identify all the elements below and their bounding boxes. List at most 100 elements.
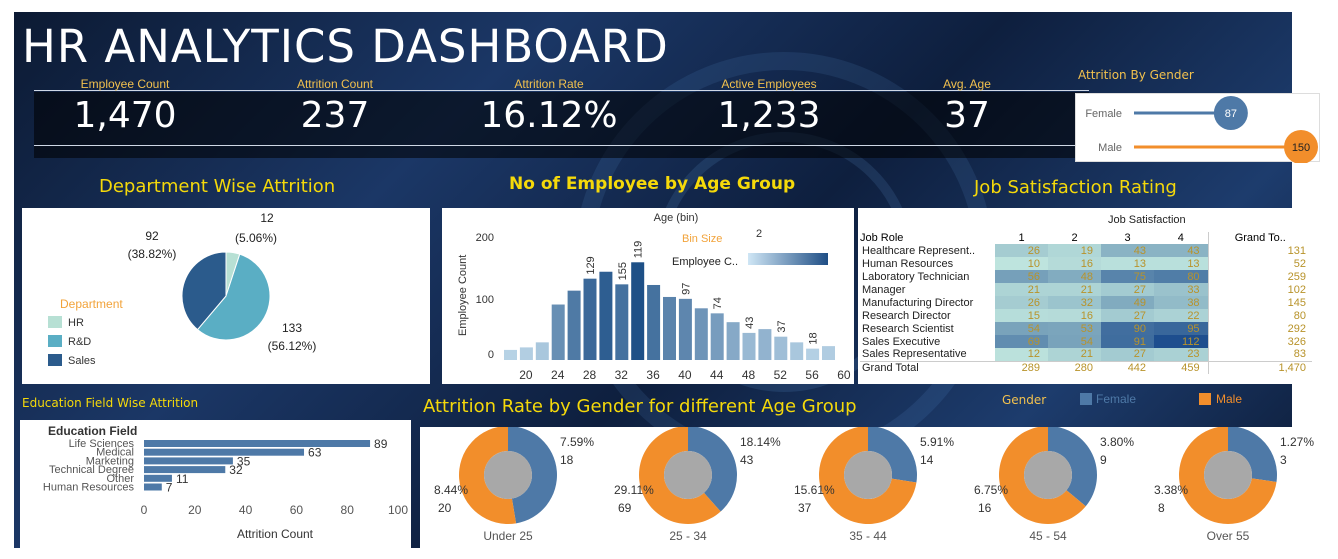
donut-hole bbox=[844, 451, 892, 499]
donut-female-count: 18 bbox=[560, 453, 574, 467]
legend-label-sales: Sales bbox=[68, 355, 96, 367]
age-bar-label: 37 bbox=[776, 320, 788, 332]
heat-role-label: Healthcare Represent.. bbox=[862, 244, 976, 257]
gender-dot-male bbox=[1284, 130, 1318, 164]
education-bar-value: 32 bbox=[229, 463, 243, 477]
slice-label-sales-value: 92 bbox=[145, 229, 159, 243]
heat-col-3: 3 bbox=[1124, 232, 1131, 244]
heat-cell: 38 bbox=[1154, 296, 1209, 309]
heat-col-1: 1 bbox=[1018, 232, 1025, 244]
education-bar-value: 7 bbox=[166, 481, 173, 495]
donut-female-pct: 18.14% bbox=[740, 435, 781, 449]
grand-total-cell: 289 bbox=[995, 360, 1049, 374]
heat-total-cell: 292 bbox=[1207, 322, 1312, 335]
kpi-label: Avg. Age bbox=[943, 77, 991, 91]
education-bar bbox=[144, 474, 172, 482]
donut-male-count: 8 bbox=[1158, 501, 1165, 515]
heat-cell: 43 bbox=[1154, 244, 1209, 257]
heat-role-label: Human Resources bbox=[862, 257, 954, 270]
kpi-top-divider bbox=[34, 90, 1089, 91]
table-row: Human Resources 10 16 13 13 52 bbox=[860, 257, 1312, 270]
education-bar-value: 35 bbox=[237, 454, 251, 468]
heat-cell: 16 bbox=[1048, 309, 1102, 322]
donut-hole bbox=[664, 451, 712, 499]
legend-swatch-hr bbox=[48, 316, 62, 328]
heat-cell: 112 bbox=[1154, 335, 1209, 348]
heat-cell: 19 bbox=[1048, 244, 1102, 257]
heat-cell: 21 bbox=[995, 283, 1049, 296]
table-row: Healthcare Represent.. 26 19 43 43 131 bbox=[860, 244, 1312, 257]
age-bar bbox=[726, 322, 740, 360]
education-bar bbox=[144, 440, 371, 447]
heat-role-label: Manufacturing Director bbox=[862, 296, 974, 309]
donut-female-pct: 7.59% bbox=[560, 435, 594, 449]
grand-total-label: Grand Total bbox=[860, 360, 995, 374]
heat-cell: 33 bbox=[1154, 283, 1209, 296]
table-row: Laboratory Technician 56 48 75 80 259 bbox=[860, 270, 1312, 283]
heat-total-cell: 102 bbox=[1207, 283, 1312, 296]
kpi-strip bbox=[34, 92, 1089, 158]
education-bar bbox=[144, 466, 226, 474]
education-category-label: Other bbox=[106, 473, 134, 485]
education-x-tick: 100 bbox=[388, 503, 408, 517]
donut-female-pct: 3.80% bbox=[1100, 435, 1134, 449]
age-bar bbox=[710, 313, 724, 360]
education-x-tick: 60 bbox=[290, 503, 304, 517]
color-legend-gradient bbox=[748, 253, 828, 265]
donut-male-count: 69 bbox=[618, 501, 632, 515]
heat-total-cell: 52 bbox=[1207, 257, 1312, 270]
age-x-tick: 20 bbox=[519, 368, 533, 382]
donut-hole bbox=[484, 451, 532, 499]
donut-male-pct: 29.11% bbox=[614, 483, 654, 497]
heat-cell: 80 bbox=[1154, 270, 1209, 283]
heat-col-4: 4 bbox=[1177, 232, 1184, 244]
donut-female-segment bbox=[688, 426, 737, 512]
y-tick-100: 100 bbox=[476, 294, 494, 306]
age-bar bbox=[615, 284, 629, 360]
grand-total-row: Grand Total 289 280 442 459 1,470 bbox=[860, 360, 1312, 374]
job-satisfaction-panel: Job Satisfaction Job Role 1 2 3 4 Grand … bbox=[858, 208, 1316, 384]
table-row: Sales Executive 69 54 91 112 326 bbox=[860, 335, 1312, 348]
kpi-value: 1,470 bbox=[73, 95, 177, 136]
donut-female-pct: 5.91% bbox=[920, 435, 954, 449]
age-bar bbox=[822, 346, 835, 360]
heat-cell: 48 bbox=[1048, 270, 1102, 283]
age-bar bbox=[599, 271, 613, 360]
donut-female-count: 43 bbox=[740, 453, 754, 467]
education-category-label: Technical Degree bbox=[49, 464, 134, 476]
heat-cell: 26 bbox=[995, 296, 1049, 309]
slice-label-hr-value: 12 bbox=[260, 211, 274, 225]
age-bar bbox=[583, 278, 597, 360]
heat-cell: 69 bbox=[995, 335, 1049, 348]
heat-cell: 43 bbox=[1101, 244, 1155, 257]
kpi-value: 237 bbox=[300, 95, 370, 136]
donut-female-count: 9 bbox=[1100, 453, 1107, 467]
heat-total-cell: 83 bbox=[1207, 348, 1312, 361]
donut-male-pct: 3.38% bbox=[1154, 483, 1188, 497]
grand-total-cell: 442 bbox=[1101, 360, 1155, 374]
donut-female-segment bbox=[868, 426, 917, 483]
bin-size-label: Bin Size bbox=[682, 233, 722, 245]
donut-hole bbox=[1024, 451, 1072, 499]
kpi-value: 1,233 bbox=[717, 95, 821, 136]
job-satisfaction-header: Job Satisfaction bbox=[1108, 214, 1186, 226]
heat-total-cell: 80 bbox=[1207, 309, 1312, 322]
heat-cell: 12 bbox=[995, 348, 1049, 361]
education-field-header: Education Field bbox=[48, 424, 137, 438]
donut-hole bbox=[1204, 451, 1252, 499]
kpi-value: 16.12% bbox=[480, 95, 618, 136]
gender-attrition-chart: Female Male 87 150 bbox=[1085, 96, 1318, 164]
age-x-tick: 44 bbox=[710, 368, 724, 382]
education-bar-value: 89 bbox=[374, 437, 388, 451]
age-bar-label: 119 bbox=[633, 241, 645, 259]
heat-role-label: Research Scientist bbox=[862, 322, 954, 335]
heat-total-cell: 145 bbox=[1207, 296, 1312, 309]
gender-attrition-panel: Female Male 87 150 bbox=[1075, 93, 1320, 164]
donut-age-group-label: 35 - 44 bbox=[849, 529, 887, 543]
table-row: Research Scientist 54 53 90 95 292 bbox=[860, 322, 1312, 335]
heat-cell: 22 bbox=[1154, 309, 1209, 322]
gender-dot-female bbox=[1213, 96, 1248, 130]
legend-swatch-female bbox=[1080, 393, 1092, 405]
education-panel: Education Field Life Sciences 89 Medical 63… bbox=[20, 420, 411, 548]
education-category-label: Life Sciences bbox=[69, 438, 135, 450]
